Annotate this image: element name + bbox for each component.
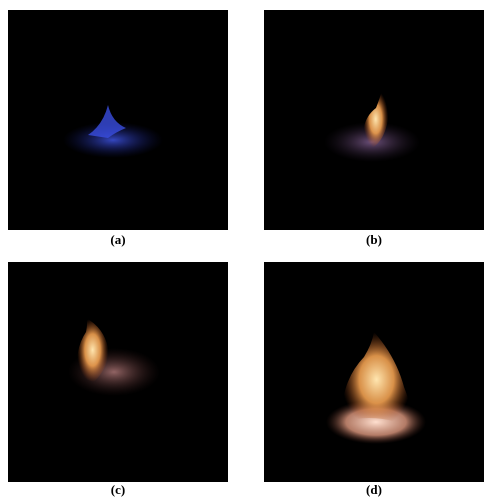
flame-image (324, 90, 420, 162)
flame-image (63, 105, 163, 158)
photo (8, 262, 228, 482)
caption: (a) (110, 232, 126, 247)
photo (8, 10, 228, 230)
photo (264, 262, 484, 482)
flame-image (68, 318, 160, 396)
caption: (d) (366, 482, 382, 497)
flame-image (326, 332, 426, 444)
caption: (b) (366, 232, 382, 247)
caption: (c) (110, 482, 126, 497)
photo (264, 10, 484, 230)
